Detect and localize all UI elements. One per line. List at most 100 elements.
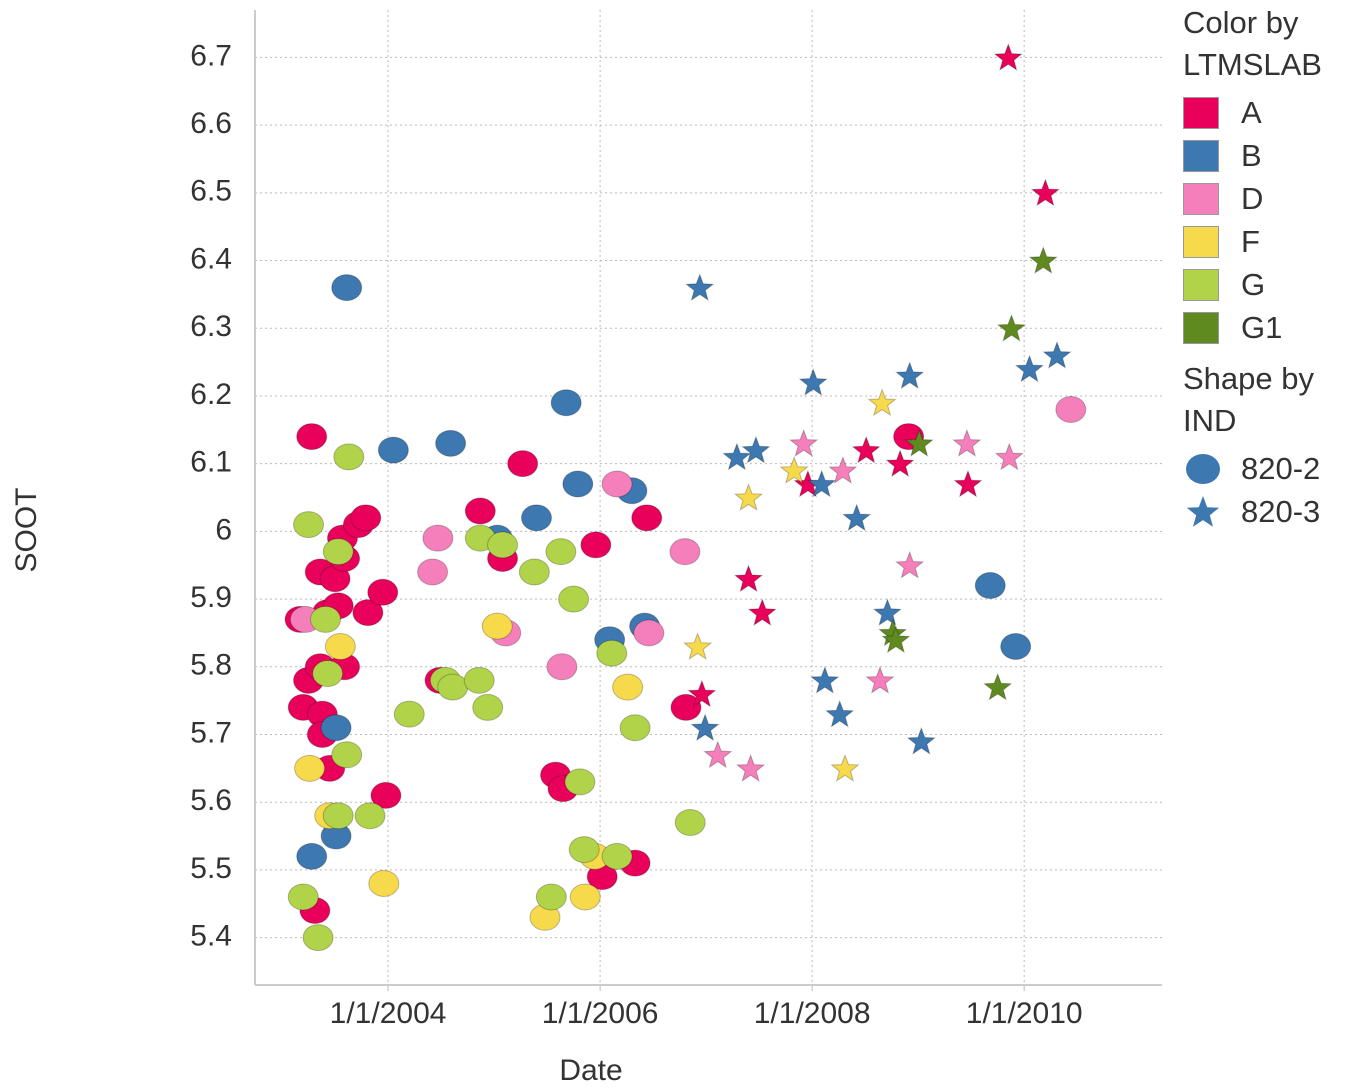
point [1014,354,1045,383]
point [310,605,342,633]
x-axis-label: Date [559,1054,622,1087]
point [367,578,399,606]
y-tick-label: 6.2 [190,378,232,411]
point [788,428,819,457]
point [741,435,771,464]
point [331,274,363,302]
point [507,450,539,478]
x-tick-label: 1/1/2006 [542,997,659,1030]
point [487,531,519,559]
point [368,869,400,897]
point [422,524,454,552]
y-tick-label: 6.7 [190,39,232,72]
point [798,367,828,396]
point [631,504,663,532]
point [370,781,402,809]
point [320,714,352,742]
point [867,388,897,417]
point [747,598,777,627]
legend-item: G [1183,264,1348,307]
point [674,809,706,836]
point [722,442,752,471]
point [601,470,633,498]
point [435,429,467,457]
x-tick-label: 1/1/2004 [330,997,447,1030]
point [464,497,496,525]
point [872,598,903,627]
legend-item: 820-3 [1183,490,1348,533]
point [1042,340,1072,369]
legend-label: B [1241,138,1262,174]
point [564,768,596,796]
y-tick-label: 5.5 [190,852,232,885]
y-tick-label: 5.9 [190,581,232,614]
legend-title: Shape by IND [1183,360,1314,438]
legend-marker [1186,495,1220,527]
y-tick-label: 6 [215,513,232,546]
legend-item: B [1183,135,1348,178]
legend-item: 820-2 [1183,447,1348,490]
y-tick-label: 6.6 [190,107,232,140]
point [324,632,356,660]
point [322,538,354,566]
point [535,883,567,911]
legend-swatch [1183,312,1219,345]
point [377,436,409,464]
legend-item: D [1183,178,1348,221]
legend-label: F [1241,224,1260,260]
point [994,442,1024,471]
point [996,313,1027,342]
point [881,625,911,654]
point [685,273,715,302]
y-tick-label: 6.5 [190,175,232,208]
legend-swatch [1183,269,1219,302]
point [633,619,665,647]
legend-label: 820-2 [1241,450,1321,486]
legend-item: F [1183,221,1348,264]
point [828,455,858,484]
point [825,699,855,728]
point [558,585,590,613]
point [545,538,577,566]
legend-label: A [1241,95,1262,131]
point [569,883,601,911]
point [312,660,344,688]
x-tick-label: 1/1/2010 [966,997,1083,1030]
y-tick-label: 6.1 [190,446,232,479]
point [670,693,702,721]
y-tick-label: 6.3 [190,310,232,343]
point [352,599,384,627]
legend: Color by LTMSLAB A B D F G G1 Shape by IND 82… [1183,2,1348,533]
point [895,361,925,390]
y-tick-label: 5.7 [190,716,232,749]
point [669,538,701,566]
point [568,836,600,864]
point [520,504,552,532]
point [807,469,837,498]
point [953,469,983,498]
point [580,531,612,559]
point [601,842,633,870]
legend-label: 820-3 [1241,493,1321,529]
point [463,666,495,694]
point [417,558,449,586]
point [733,483,764,511]
legend-swatch [1183,140,1219,173]
y-tick-label: 5.6 [190,784,232,817]
point [904,428,934,457]
point [810,665,840,694]
point [865,665,895,694]
point [830,753,860,782]
legend-swatch [1183,183,1219,216]
point [350,504,382,532]
point [1055,395,1087,423]
point [562,470,594,498]
legend-label: G1 [1241,310,1283,346]
point [302,924,334,952]
legend-swatch [1183,226,1219,259]
point [906,726,936,755]
point [974,572,1006,600]
point [1030,178,1061,207]
legend-label: D [1241,181,1264,217]
